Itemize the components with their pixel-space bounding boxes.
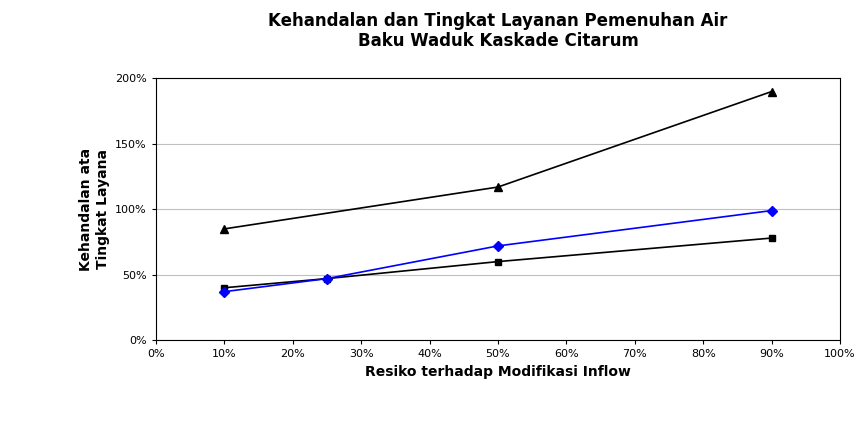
- Title: Kehandalan dan Tingkat Layanan Pemenuhan Air
Baku Waduk Kaskade Citarum: Kehandalan dan Tingkat Layanan Pemenuhan…: [268, 12, 727, 51]
- Y-axis label: Kehandalan ata
Tingkat Layana: Kehandalan ata Tingkat Layana: [80, 148, 109, 271]
- X-axis label: Resiko terhadap Modifikasi Inflow: Resiko terhadap Modifikasi Inflow: [365, 364, 631, 378]
